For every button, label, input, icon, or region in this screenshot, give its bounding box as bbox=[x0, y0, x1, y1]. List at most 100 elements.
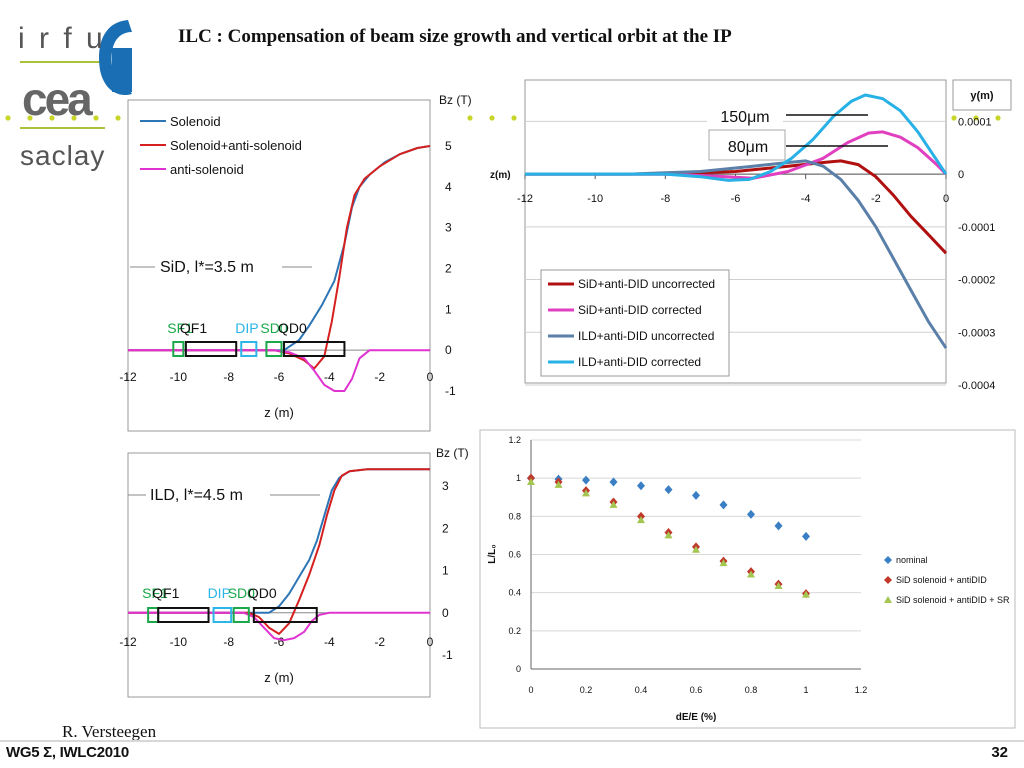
dotted-reference-point bbox=[93, 115, 99, 121]
series-line-3 bbox=[525, 159, 948, 349]
data-point bbox=[582, 475, 590, 485]
logo-saclay-text: saclay bbox=[20, 140, 106, 171]
y-tick-label: 0 bbox=[516, 664, 521, 674]
x-tick-label: 0.4 bbox=[635, 685, 648, 695]
dotted-reference-point bbox=[5, 115, 11, 121]
logo-swoosh-icon bbox=[99, 20, 132, 95]
x-tick-label: -10 bbox=[170, 635, 188, 649]
y-tick-label: 0.2 bbox=[508, 626, 521, 636]
data-point bbox=[774, 521, 783, 531]
magnet-label-sf1: SF1 bbox=[167, 320, 193, 336]
y-tick-label: 3 bbox=[445, 221, 452, 235]
data-point bbox=[719, 559, 728, 567]
x-tick-label: -12 bbox=[119, 635, 137, 649]
magnet-box-sf1 bbox=[172, 341, 185, 357]
data-point bbox=[582, 489, 590, 497]
x-tick-label: -2 bbox=[374, 370, 385, 384]
x-tick-label: -2 bbox=[871, 193, 881, 205]
x-tick-label: 0.6 bbox=[690, 685, 703, 695]
legend-marker bbox=[884, 556, 892, 564]
y-axis-title: Bz (T) bbox=[436, 446, 469, 460]
y-tick-label: 0.4 bbox=[508, 588, 521, 598]
x-tick-label: -8 bbox=[223, 370, 234, 384]
x-tick-label: -4 bbox=[801, 193, 811, 205]
y-tick-label: 1 bbox=[445, 302, 452, 316]
legend-box bbox=[540, 269, 730, 377]
x-axis-title: z (m) bbox=[264, 670, 294, 685]
x-tick-label: -4 bbox=[324, 370, 335, 384]
y-tick-label: -0.0001 bbox=[958, 222, 995, 234]
y-tick-label: 0 bbox=[442, 606, 449, 620]
x-tick-label: -2 bbox=[374, 635, 385, 649]
author: R. Versteegen bbox=[62, 722, 157, 741]
y-tick-label: 0.0001 bbox=[958, 116, 992, 128]
x-tick-label: 0 bbox=[528, 685, 533, 695]
y-tick-label: 1.2 bbox=[508, 435, 521, 445]
x-tick-label: -6 bbox=[274, 370, 285, 384]
magnet-label-sf1: SF1 bbox=[142, 585, 168, 601]
y-tick-label: 2 bbox=[442, 521, 449, 535]
dotted-reference-point bbox=[995, 115, 1001, 121]
x-tick-label: 0 bbox=[943, 193, 949, 205]
y-tick-label: 0.8 bbox=[508, 511, 521, 521]
y-axis-title: Bz (T) bbox=[439, 93, 472, 107]
legend-entry: ILD+anti-DID corrected bbox=[578, 355, 701, 369]
callout-label: 80μm bbox=[728, 139, 768, 156]
dotted-reference-point bbox=[49, 115, 55, 121]
page-number: 32 bbox=[991, 744, 1008, 761]
footer-workshop: WG5 Σ, IWLC2010 bbox=[6, 744, 129, 761]
y-tick-label: -0.0003 bbox=[958, 327, 995, 339]
y-tick-label: 0.6 bbox=[508, 550, 521, 560]
magnet-label-dip: DIP bbox=[208, 585, 231, 601]
logo-irfu-text: i r f u bbox=[18, 22, 106, 55]
slide-title: ILC : Compensation of beam size growth a… bbox=[178, 26, 732, 47]
y-tick-label: -0.0002 bbox=[958, 275, 995, 287]
y-tick-label: 0 bbox=[958, 169, 964, 181]
magnet-label-qf1: QF1 bbox=[180, 320, 207, 336]
magnet-label-dip: DIP bbox=[235, 320, 258, 336]
panel-annotation: ILD, l*=4.5 m bbox=[150, 487, 243, 504]
callout-label: 150μm bbox=[720, 109, 769, 126]
x-tick-label: 0.2 bbox=[580, 685, 593, 695]
y-tick-label: 3 bbox=[442, 479, 449, 493]
dotted-reference-point bbox=[27, 115, 33, 121]
magnet-box-qd0 bbox=[252, 607, 318, 623]
legend-marker bbox=[884, 596, 892, 603]
x-tick-label: -6 bbox=[274, 635, 285, 649]
magnet-box-dip bbox=[212, 607, 233, 623]
legend-marker bbox=[884, 576, 892, 584]
callout-box bbox=[708, 129, 786, 161]
x-tick-label: 1 bbox=[803, 685, 808, 695]
x-tick-label: -10 bbox=[170, 370, 188, 384]
y-tick-label: 2 bbox=[445, 262, 452, 276]
magnet-label-qf1: QF1 bbox=[152, 585, 179, 601]
y-tick-label: -1 bbox=[442, 648, 453, 662]
y-tick-label: 4 bbox=[445, 180, 452, 194]
legend-entry: nominal bbox=[896, 555, 928, 565]
y-tick-label: -1 bbox=[445, 384, 456, 398]
y-axis-title: y(m) bbox=[970, 90, 994, 102]
data-point bbox=[802, 531, 810, 541]
callout-box bbox=[707, 100, 783, 127]
plot-frame bbox=[127, 452, 431, 698]
magnet-box-sd0 bbox=[265, 341, 283, 357]
x-tick-label: -12 bbox=[119, 370, 137, 384]
dotted-reference-point bbox=[467, 115, 473, 121]
magnet-label-sd0: SD0 bbox=[228, 585, 255, 601]
x-tick-label: 1.2 bbox=[855, 685, 868, 695]
plot-frame bbox=[127, 99, 431, 432]
panel-annotation: SiD, l*=3.5 m bbox=[160, 259, 254, 276]
data-point bbox=[747, 570, 755, 578]
x-tick-label: 0 bbox=[427, 635, 434, 649]
legend-entry: SiD solenoid + antiDID bbox=[896, 575, 987, 585]
series-line-4 bbox=[525, 93, 948, 182]
y-label-box bbox=[952, 79, 1012, 111]
data-point bbox=[609, 477, 618, 487]
dotted-reference-point bbox=[973, 115, 979, 121]
x-tick-label: -12 bbox=[517, 193, 533, 205]
series-line-1 bbox=[525, 159, 948, 255]
dotted-reference-point bbox=[489, 115, 495, 121]
data-point bbox=[637, 481, 645, 491]
y-tick-label: 1 bbox=[516, 473, 521, 483]
